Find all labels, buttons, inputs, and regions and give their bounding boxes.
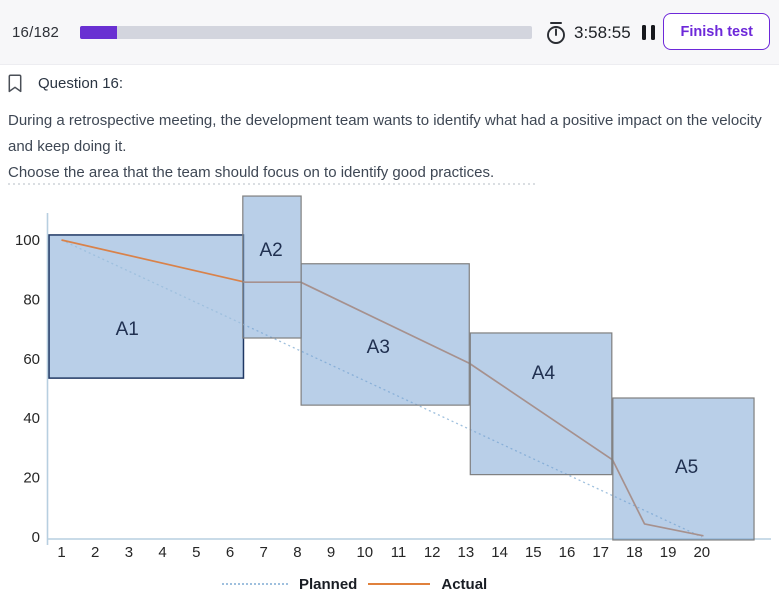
y-tick-label-80: 80 — [23, 291, 40, 308]
actual-legend-line — [368, 582, 431, 586]
y-tick-label-40: 40 — [23, 410, 40, 427]
y-tick-label-60: 60 — [23, 351, 40, 368]
area-box-A2[interactable] — [242, 195, 302, 339]
x-tick-label-15: 15 — [525, 544, 542, 561]
finish-test-button[interactable]: Finish test — [663, 13, 770, 50]
area-label-A3: A3 — [367, 337, 390, 358]
x-tick-label-3: 3 — [125, 544, 133, 561]
x-tick-label-18: 18 — [626, 544, 643, 561]
x-tick-label-2: 2 — [91, 544, 99, 561]
timer: 3:58:55 — [545, 20, 655, 45]
stopwatch-icon — [545, 20, 567, 45]
y-tick-label-0: 0 — [32, 529, 40, 546]
question-header: Question 16: — [8, 74, 123, 93]
question-text-2: Choose the area that the team should foc… — [8, 164, 495, 181]
pause-button[interactable] — [641, 25, 655, 40]
question-title: Question 16: — [38, 75, 124, 92]
x-tick-label-1: 1 — [57, 544, 65, 561]
area-label-A4: A4 — [532, 363, 556, 384]
y-tick-label-20: 20 — [23, 470, 40, 487]
x-tick-label-9: 9 — [327, 544, 335, 561]
x-tick-label-6: 6 — [226, 544, 234, 561]
y-tick-label-100: 100 — [15, 232, 40, 249]
x-tick-label-8: 8 — [293, 544, 301, 561]
x-tick-label-11: 11 — [391, 544, 407, 561]
x-tick-label-4: 4 — [158, 544, 166, 561]
area-box-A1[interactable] — [48, 234, 245, 379]
question-counter: 16/182 — [12, 24, 60, 41]
chart-legend: Planned Actual — [222, 574, 490, 594]
area-box-A3[interactable] — [300, 263, 470, 406]
x-tick-label-7: 7 — [260, 544, 268, 561]
x-tick-label-19: 19 — [660, 544, 677, 561]
x-tick-label-16: 16 — [559, 544, 576, 561]
area-box-A4[interactable] — [469, 332, 613, 476]
x-tick-label-14: 14 — [491, 544, 508, 561]
x-tick-label-12: 12 — [424, 544, 441, 561]
x-tick-label-17: 17 — [592, 544, 609, 561]
x-tick-label-5: 5 — [192, 544, 200, 561]
time-remaining: 3:58:55 — [574, 22, 631, 42]
progress-fill — [80, 26, 118, 39]
question-text-1: During a retrospective meeting, the deve… — [8, 112, 762, 155]
planned-legend-line — [222, 583, 288, 585]
bookmark-icon[interactable] — [8, 74, 22, 93]
x-tick-label-10: 10 — [356, 544, 373, 561]
planned-legend-label: Planned — [299, 575, 358, 593]
progress-bar — [80, 26, 532, 39]
x-tick-label-13: 13 — [458, 544, 475, 561]
area-label-A2: A2 — [259, 240, 282, 261]
area-box-A5[interactable] — [612, 397, 755, 541]
area-label-A1: A1 — [116, 319, 139, 340]
x-tick-label-20: 20 — [693, 544, 710, 561]
top-bar: 16/182 3:58:55 Finish test — [0, 0, 779, 65]
actual-legend-label: Actual — [441, 575, 488, 593]
pause-bar-left — [641, 25, 646, 40]
pause-bar-right — [650, 25, 655, 40]
area-label-A5: A5 — [675, 457, 698, 478]
